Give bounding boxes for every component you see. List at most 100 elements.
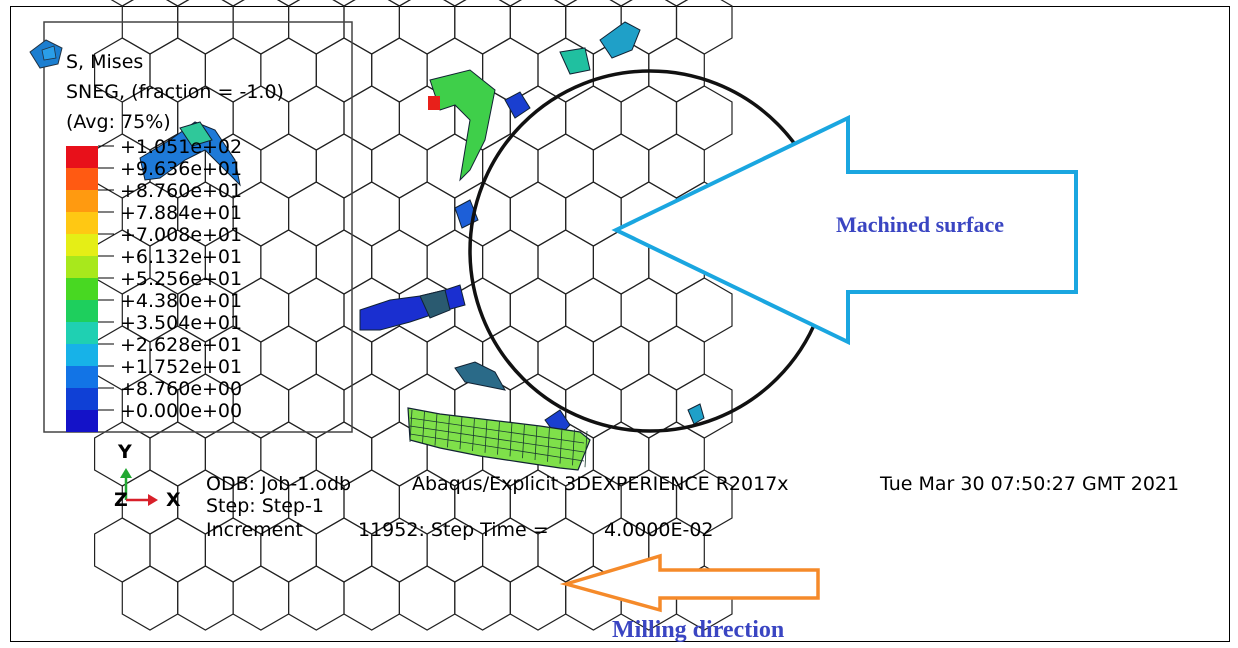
honeycomb-cell <box>288 0 345 55</box>
chip-fragment-top-right <box>599 21 641 59</box>
honeycomb-cell <box>498 0 522 7</box>
honeycomb-cell <box>260 229 317 295</box>
milling-direction-arrow <box>559 553 820 613</box>
honeycomb-cell <box>110 0 134 7</box>
legend-swatch <box>66 212 98 234</box>
honeycomb-cell <box>288 373 345 439</box>
honeycomb-cell <box>315 229 373 295</box>
chip-fragment-upper-curl <box>429 69 496 182</box>
honeycomb-cell <box>648 133 705 199</box>
honeycomb-cell <box>565 85 622 151</box>
machined-surface-label: Machined surface <box>836 212 1004 237</box>
legend-title: S, Mises <box>66 51 143 73</box>
honeycomb-cell <box>343 565 400 631</box>
honeycomb-cell <box>664 0 689 7</box>
chip-grid-line <box>459 415 463 450</box>
honeycomb-cell <box>371 37 428 103</box>
triad-y-label: Y <box>117 441 132 463</box>
chip-fragment-center-dark <box>419 289 451 319</box>
honeycomb-cell <box>232 0 290 55</box>
solver-label: Abaqus/Explicit 3DEXPERIENCE R2017x <box>412 473 789 495</box>
chip-grid-line <box>447 414 450 448</box>
odb-label: ODB: Job-1.odb <box>206 473 351 495</box>
honeycomb-cell <box>482 229 539 295</box>
honeycomb-cell <box>675 0 733 55</box>
honeycomb-cell <box>454 565 511 631</box>
honeycomb-cell <box>93 517 151 583</box>
honeycomb-cell <box>537 325 595 391</box>
legend-value-label: +0.000e+00 <box>120 400 242 422</box>
honeycomb-cell <box>315 37 373 103</box>
legend-box <box>43 21 353 433</box>
honeycomb-cell <box>315 133 373 199</box>
honeycomb-cell <box>454 0 511 55</box>
legend-swatch <box>66 190 98 212</box>
chip-fragment-left-green <box>179 121 213 147</box>
honeycomb-cell <box>166 0 190 7</box>
honeycomb-cell <box>288 565 345 631</box>
legend-value-label: +5.256e+01 <box>120 268 242 290</box>
honeycomb-cell <box>443 0 467 7</box>
honeycomb-cell <box>177 0 234 55</box>
increment-label: Increment <box>206 519 303 541</box>
honeycomb-cell <box>149 517 206 583</box>
legend-swatch <box>66 344 98 366</box>
chip-fragment-edge <box>687 403 705 425</box>
step-time-value: 4.0000E-02 <box>604 519 714 541</box>
honeycomb-cell <box>398 181 456 247</box>
chip-grid-line <box>509 421 513 457</box>
chip-grid-line <box>547 426 550 462</box>
chip-fragment-lower <box>454 361 506 391</box>
legend-value-label: +3.504e+01 <box>120 312 242 334</box>
legend-subtitle: SNEG, (fraction = -1.0) <box>66 81 284 103</box>
chip-grid-line <box>522 423 525 459</box>
honeycomb-cell <box>509 277 567 343</box>
figure-frame <box>10 6 1230 642</box>
honeycomb-cell <box>509 565 567 631</box>
axis-triad: Y Z X <box>114 441 181 511</box>
legend-swatch <box>66 146 98 168</box>
legend-value-label: +1.752e+01 <box>120 356 242 378</box>
honeycomb-cell <box>609 0 633 7</box>
legend-swatch <box>66 388 98 410</box>
honeycomb-cell <box>675 85 733 151</box>
honeycomb-cell <box>260 133 317 199</box>
chip-fragments <box>139 21 705 439</box>
honeycomb-cell <box>398 0 456 55</box>
honeycomb-cell <box>592 325 650 391</box>
legend-swatch <box>66 322 98 344</box>
legend-value-label: +6.132e+01 <box>120 246 242 268</box>
legend-value-label: +7.008e+01 <box>120 224 242 246</box>
honeycomb-cell <box>387 0 411 7</box>
honeycomb-cell <box>371 133 428 199</box>
honeycomb-cell <box>332 0 356 7</box>
chip-grid-line <box>409 425 585 453</box>
legend-value-label: +9.636e+01 <box>120 158 242 180</box>
honeycomb-cell <box>288 85 345 151</box>
triad-x-label: X <box>166 489 181 511</box>
bottom-chip <box>407 407 591 471</box>
legend-value-label: +2.628e+01 <box>120 334 242 356</box>
honeycomb-cell <box>565 277 622 343</box>
chip-grid-line <box>409 417 585 444</box>
honeycomb-cell <box>675 277 733 343</box>
honeycomb-cell <box>592 133 650 199</box>
triad-z-label: Z <box>114 489 128 511</box>
step-label: Step: Step-1 <box>206 495 324 517</box>
honeycomb-cell <box>288 181 345 247</box>
chip-grid-line <box>434 412 438 446</box>
honeycomb-cell <box>509 181 567 247</box>
honeycomb-cell <box>398 565 456 631</box>
chip-fragment-top-small <box>559 47 591 75</box>
chip-grid-line <box>409 433 585 462</box>
honeycomb-cell <box>620 85 678 151</box>
chip-grid-line <box>534 424 538 461</box>
legend-value-label: +8.760e+01 <box>120 180 242 202</box>
honeycomb-cell <box>371 229 428 295</box>
honeycomb-cell <box>648 325 705 391</box>
chip-grid-line <box>472 417 475 452</box>
honeycomb-cell <box>554 0 578 7</box>
legend-swatch <box>66 168 98 190</box>
legend-avg: (Avg: 75%) <box>66 111 171 133</box>
